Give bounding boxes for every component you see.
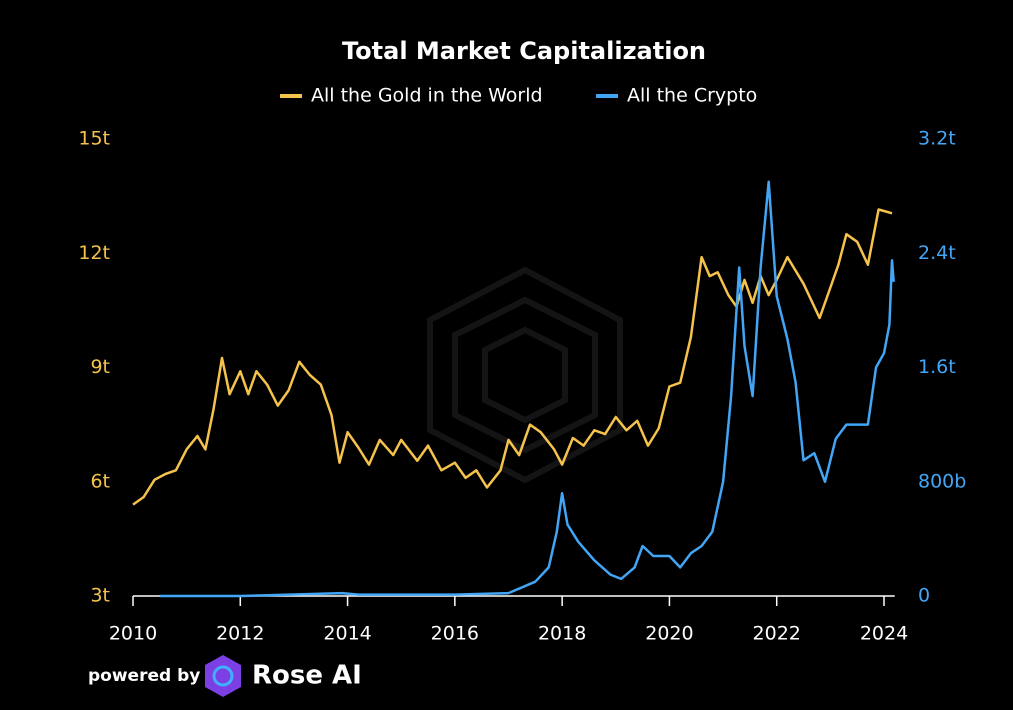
series-line [159,180,895,598]
x-tick-label: 2012 [216,623,264,645]
footer-brand: Rose AI [252,661,362,691]
y-tick-label: 15t [78,128,110,150]
y2-tick-label: 800b [918,470,966,492]
watermark [427,266,623,484]
logo [212,665,234,687]
y2-tick-label: 3.2t [918,128,956,150]
logo [205,655,241,697]
series-line [132,208,893,506]
y-tick-label: 6t [90,470,110,492]
y-tick-label: 9t [90,356,110,378]
x-tick-label: 2016 [431,623,479,645]
y-tick-label: 3t [90,585,110,607]
legend: All the Gold in the World All the Crypto [280,85,757,107]
chart-title: Total Market Capitalization [342,37,706,65]
footer: powered by Rose AI [88,655,362,697]
x-tick-label: 2010 [109,623,157,645]
x-tick-label: 2022 [753,623,801,645]
x-tick-label: 2024 [860,623,908,645]
x-tick-label: 2014 [323,623,371,645]
y-tick-label: 12t [78,242,110,264]
x-tick-label: 2020 [645,623,693,645]
y2-tick-label: 0 [918,585,930,607]
x-tick-label: 2018 [538,623,586,645]
y2-tick-label: 2.4t [918,242,956,264]
legend-label: All the Crypto [627,85,757,107]
y2-tick-label: 1.6t [918,356,956,378]
footer-prefix: powered by [88,666,200,686]
legend-label: All the Gold in the World [311,85,543,107]
